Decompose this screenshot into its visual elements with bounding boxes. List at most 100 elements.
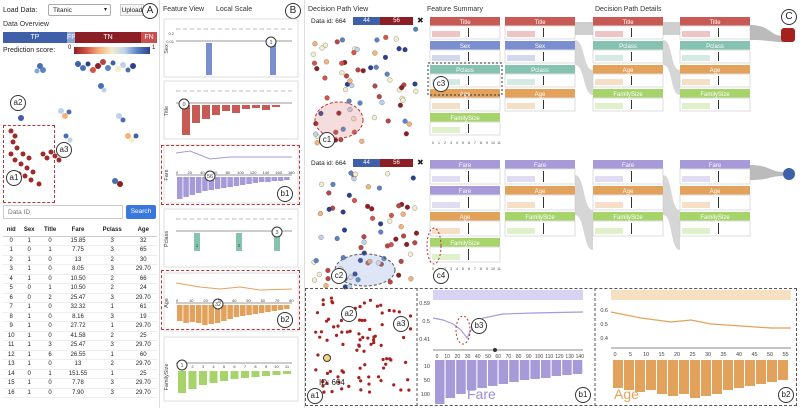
hist-y-tick: 10 — [424, 364, 430, 370]
zoom-point — [325, 371, 330, 375]
table-row[interactable]: 3 1 0 8.05 3 29.70 — [3, 264, 157, 275]
card-header — [505, 89, 575, 98]
zoom-age: 0.6 0.5 0.4 0 5 10 15 20 25 30 35 40 45 50 55 — [600, 290, 791, 398]
col-header-title[interactable]: Title — [38, 224, 62, 237]
dataset-select[interactable]: Titanic ▾ — [48, 4, 111, 16]
tn-segment[interactable]: TN — [75, 32, 141, 43]
table-cell: 29.70 — [129, 321, 157, 332]
hist-bar — [232, 105, 240, 113]
path-point — [324, 95, 330, 101]
path-point — [387, 279, 393, 285]
table-row[interactable]: 0 1 0 15.85 3 32 — [3, 236, 157, 246]
card-title: Title — [709, 20, 721, 26]
prediction-score-label: Prediction score: — [3, 47, 56, 54]
cluster-c2 — [334, 253, 396, 287]
col-header-sex[interactable]: Sex — [19, 224, 39, 237]
path-band — [663, 40, 680, 95]
feature-card-title: Title — [504, 17, 576, 40]
table-cell: 26.55 — [61, 350, 95, 360]
local-scale-toggle[interactable]: Local Scale — [216, 6, 253, 13]
callout-b1: b1 — [277, 186, 293, 202]
path-band — [575, 175, 593, 250]
table-row[interactable]: 5 0 1 10.50 2 24 — [3, 283, 157, 294]
path-point — [330, 181, 336, 187]
table-row[interactable]: 14 0 1 151.55 1 25 — [3, 369, 157, 379]
feature-label-age: Age — [164, 298, 170, 308]
fp-segment[interactable]: FP — [67, 32, 76, 43]
card-dist — [507, 228, 535, 234]
table-cell: 3 — [94, 312, 130, 322]
overview-scatter[interactable] — [3, 56, 157, 202]
path-point — [322, 75, 328, 81]
feature-block-pclass: Pclass 3 — [163, 208, 299, 268]
zoom-point — [340, 369, 344, 373]
hist-bar — [271, 305, 277, 311]
tick-label: 0 — [176, 298, 179, 303]
tick-label: 20 — [187, 170, 192, 175]
path-band — [575, 40, 593, 95]
table-cell: 27.72 — [61, 321, 95, 332]
close-icon-2[interactable]: ✖ — [417, 158, 424, 167]
data-id-input[interactable] — [3, 205, 123, 219]
value-marker — [265, 36, 277, 48]
count-bar-2: 44 56 — [353, 159, 413, 167]
table-cell: 65 — [129, 245, 157, 256]
hist-bar — [271, 177, 277, 181]
col-header-age[interactable]: Age — [129, 224, 157, 237]
path-point — [387, 218, 393, 224]
fare-x-tick: 40 — [475, 354, 481, 360]
card-title: Age — [623, 189, 634, 195]
tick-label: 3 — [202, 364, 205, 369]
callout-zoom-a2: a2 — [341, 306, 357, 322]
col-header-nid[interactable]: nid — [3, 224, 20, 237]
upload-button[interactable]: Upload — [120, 4, 144, 16]
tp-segment[interactable]: TP — [3, 32, 67, 43]
callout-c1: c1 — [319, 132, 335, 148]
hist-y-tick: 100 — [421, 392, 430, 398]
tick-label: 160 — [275, 170, 282, 175]
feature-label-title: Title — [164, 106, 170, 116]
table-row[interactable]: 6 0 2 25.47 3 29.70 — [3, 293, 157, 303]
table-row[interactable]: 12 1 6 26.55 1 60 — [3, 350, 157, 360]
table-cell: 1 — [19, 274, 39, 284]
table-row[interactable]: 10 1 0 41.58 2 25 — [3, 331, 157, 341]
table-cell: 1 — [19, 340, 39, 351]
card-header — [593, 89, 663, 98]
age-x-tick: 15 — [658, 352, 664, 358]
card-dist — [595, 31, 623, 37]
card-header — [430, 186, 500, 195]
table-row[interactable]: 16 1 0 7.90 3 29.70 — [3, 388, 157, 398]
table-row[interactable]: 4 1 0 10.50 2 66 — [3, 274, 157, 284]
close-icon[interactable]: ✖ — [417, 16, 424, 25]
confusion-bar[interactable]: TP FP TN FN — [3, 32, 157, 43]
zoom-point — [401, 335, 406, 340]
zoom-point — [359, 388, 363, 392]
table-row[interactable]: 15 1 0 7.78 3 29.70 — [3, 378, 157, 389]
table-cell: 1 — [19, 321, 39, 332]
fn-segment[interactable]: FN — [141, 32, 157, 43]
card-dist — [595, 228, 623, 234]
card-header — [680, 41, 750, 50]
axis-tick: 3 — [450, 141, 452, 145]
feature-card-title: Title — [592, 17, 664, 40]
table-row[interactable]: 9 1 0 27.72 1 29.70 — [3, 321, 157, 332]
card-dist — [682, 55, 710, 61]
table-row[interactable]: 7 1 0 32.32 1 61 — [3, 302, 157, 313]
table-row[interactable]: 13 1 0 13 2 29.70 — [3, 359, 157, 370]
table-row[interactable]: 2 1 0 13 2 30 — [3, 255, 157, 265]
zoom-point — [345, 330, 349, 334]
search-button[interactable]: Search — [126, 205, 156, 219]
table-row[interactable]: 1 0 1 7.75 3 65 — [3, 245, 157, 256]
fare-marker — [493, 348, 497, 352]
col-header-fare[interactable]: Fare — [61, 224, 95, 237]
feature-card-fare: Fare — [429, 160, 501, 185]
path-point — [325, 276, 331, 282]
table-row[interactable]: 8 1 0 8.16 3 19 — [3, 312, 157, 322]
hist-bar — [262, 105, 270, 110]
zoom-point — [360, 318, 364, 323]
zoom-charts[interactable]: 0.590.50.410 10 20 30 40 50 60 70 80 90 100 110 120 1… — [305, 288, 800, 408]
col-header-pclass[interactable]: Pclass — [94, 224, 130, 237]
table-row[interactable]: 11 1 3 25.47 3 29.70 — [3, 340, 157, 351]
